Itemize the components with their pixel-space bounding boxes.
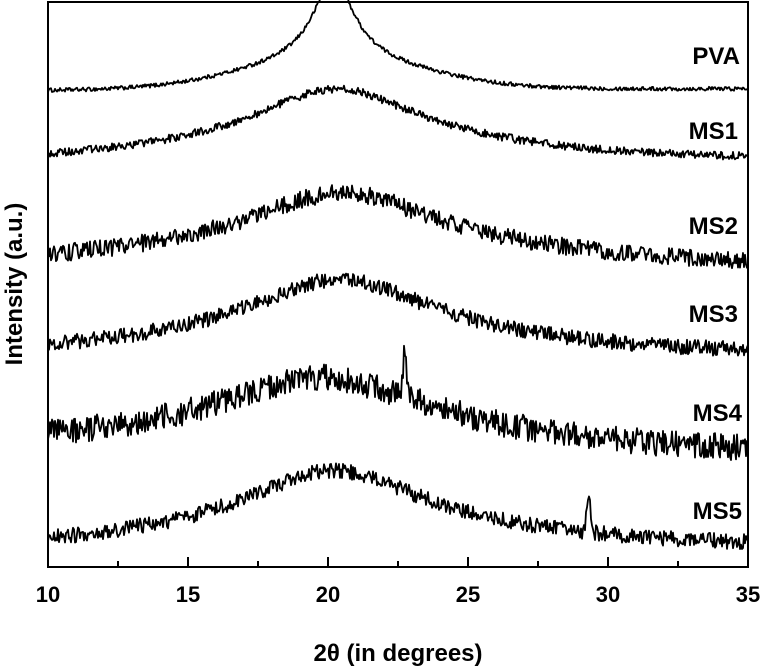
series-label-pva: PVA — [692, 43, 740, 70]
x-axis-title: 2θ (in degrees) — [313, 640, 482, 667]
series-label-ms2: MS2 — [689, 213, 738, 240]
x-axis-tick-labels: 10 15 20 25 30 35 — [36, 582, 760, 607]
trace-ms5 — [47, 462, 749, 550]
x-tick-label: 10 — [36, 582, 60, 607]
traces-layer — [47, 0, 749, 550]
trace-ms4 — [47, 344, 749, 461]
series-label-ms3: MS3 — [689, 301, 738, 328]
trace-ms2 — [47, 184, 749, 270]
x-tick-label: 20 — [316, 582, 340, 607]
x-tick-label: 25 — [456, 582, 480, 607]
trace-pva — [47, 0, 749, 93]
series-label-ms4: MS4 — [693, 400, 743, 427]
y-axis-title: Intensity (a.u.) — [1, 203, 28, 366]
series-label-ms1: MS1 — [689, 118, 738, 145]
series-labels-layer: PVA MS1 MS2 MS3 MS4 MS5 — [689, 43, 743, 525]
trace-ms3 — [47, 272, 749, 357]
series-label-ms5: MS5 — [693, 498, 742, 525]
trace-ms1 — [47, 84, 749, 161]
x-axis-ticks — [47, 557, 749, 567]
x-tick-label: 30 — [596, 582, 620, 607]
x-tick-label: 35 — [736, 582, 760, 607]
x-tick-label: 15 — [176, 582, 200, 607]
